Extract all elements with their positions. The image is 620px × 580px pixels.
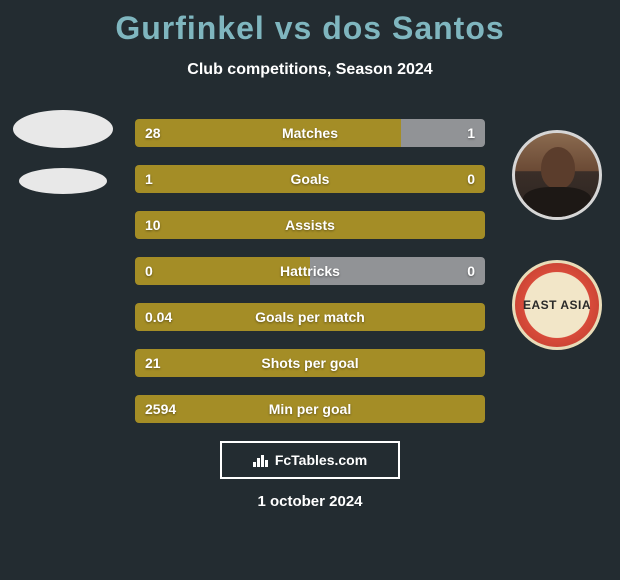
right-player-avatar — [512, 130, 602, 220]
left-player-avatar-placeholder-2 — [19, 168, 107, 194]
stat-label: Goals — [135, 165, 485, 193]
stat-label: Shots per goal — [135, 349, 485, 377]
stats-chart: 281Matches 10Goals 10Assists 00Hattricks 0.0… — [135, 119, 485, 423]
brand-box: FcTables.com — [220, 441, 400, 479]
footer-date: 1 october 2024 — [0, 493, 620, 510]
right-player-column: EAST ASIA — [502, 130, 612, 350]
stat-row: 10Goals — [135, 165, 485, 193]
stat-row: 0.04Goals per match — [135, 303, 485, 331]
left-player-avatar-placeholder-1 — [13, 110, 113, 148]
stat-label: Goals per match — [135, 303, 485, 331]
stat-row: 2594Min per goal — [135, 395, 485, 423]
stat-row: 281Matches — [135, 119, 485, 147]
stat-row: 21Shots per goal — [135, 349, 485, 377]
stat-label: Assists — [135, 211, 485, 239]
brand-prefix: Fc — [275, 452, 291, 468]
subtitle: Club competitions, Season 2024 — [0, 61, 620, 79]
stat-label: Hattricks — [135, 257, 485, 285]
brand-suffix: Tables.com — [291, 452, 367, 468]
stat-row: 10Assists — [135, 211, 485, 239]
stat-row: 00Hattricks — [135, 257, 485, 285]
stat-label: Matches — [135, 119, 485, 147]
right-player-club-badge: EAST ASIA — [512, 260, 602, 350]
page-title: Gurfinkel vs dos Santos — [0, 0, 620, 47]
club-badge-label: EAST ASIA — [523, 298, 591, 312]
bars-icon — [253, 453, 269, 467]
stat-label: Min per goal — [135, 395, 485, 423]
brand-text: FcTables.com — [275, 452, 367, 468]
left-player-column — [8, 110, 118, 194]
